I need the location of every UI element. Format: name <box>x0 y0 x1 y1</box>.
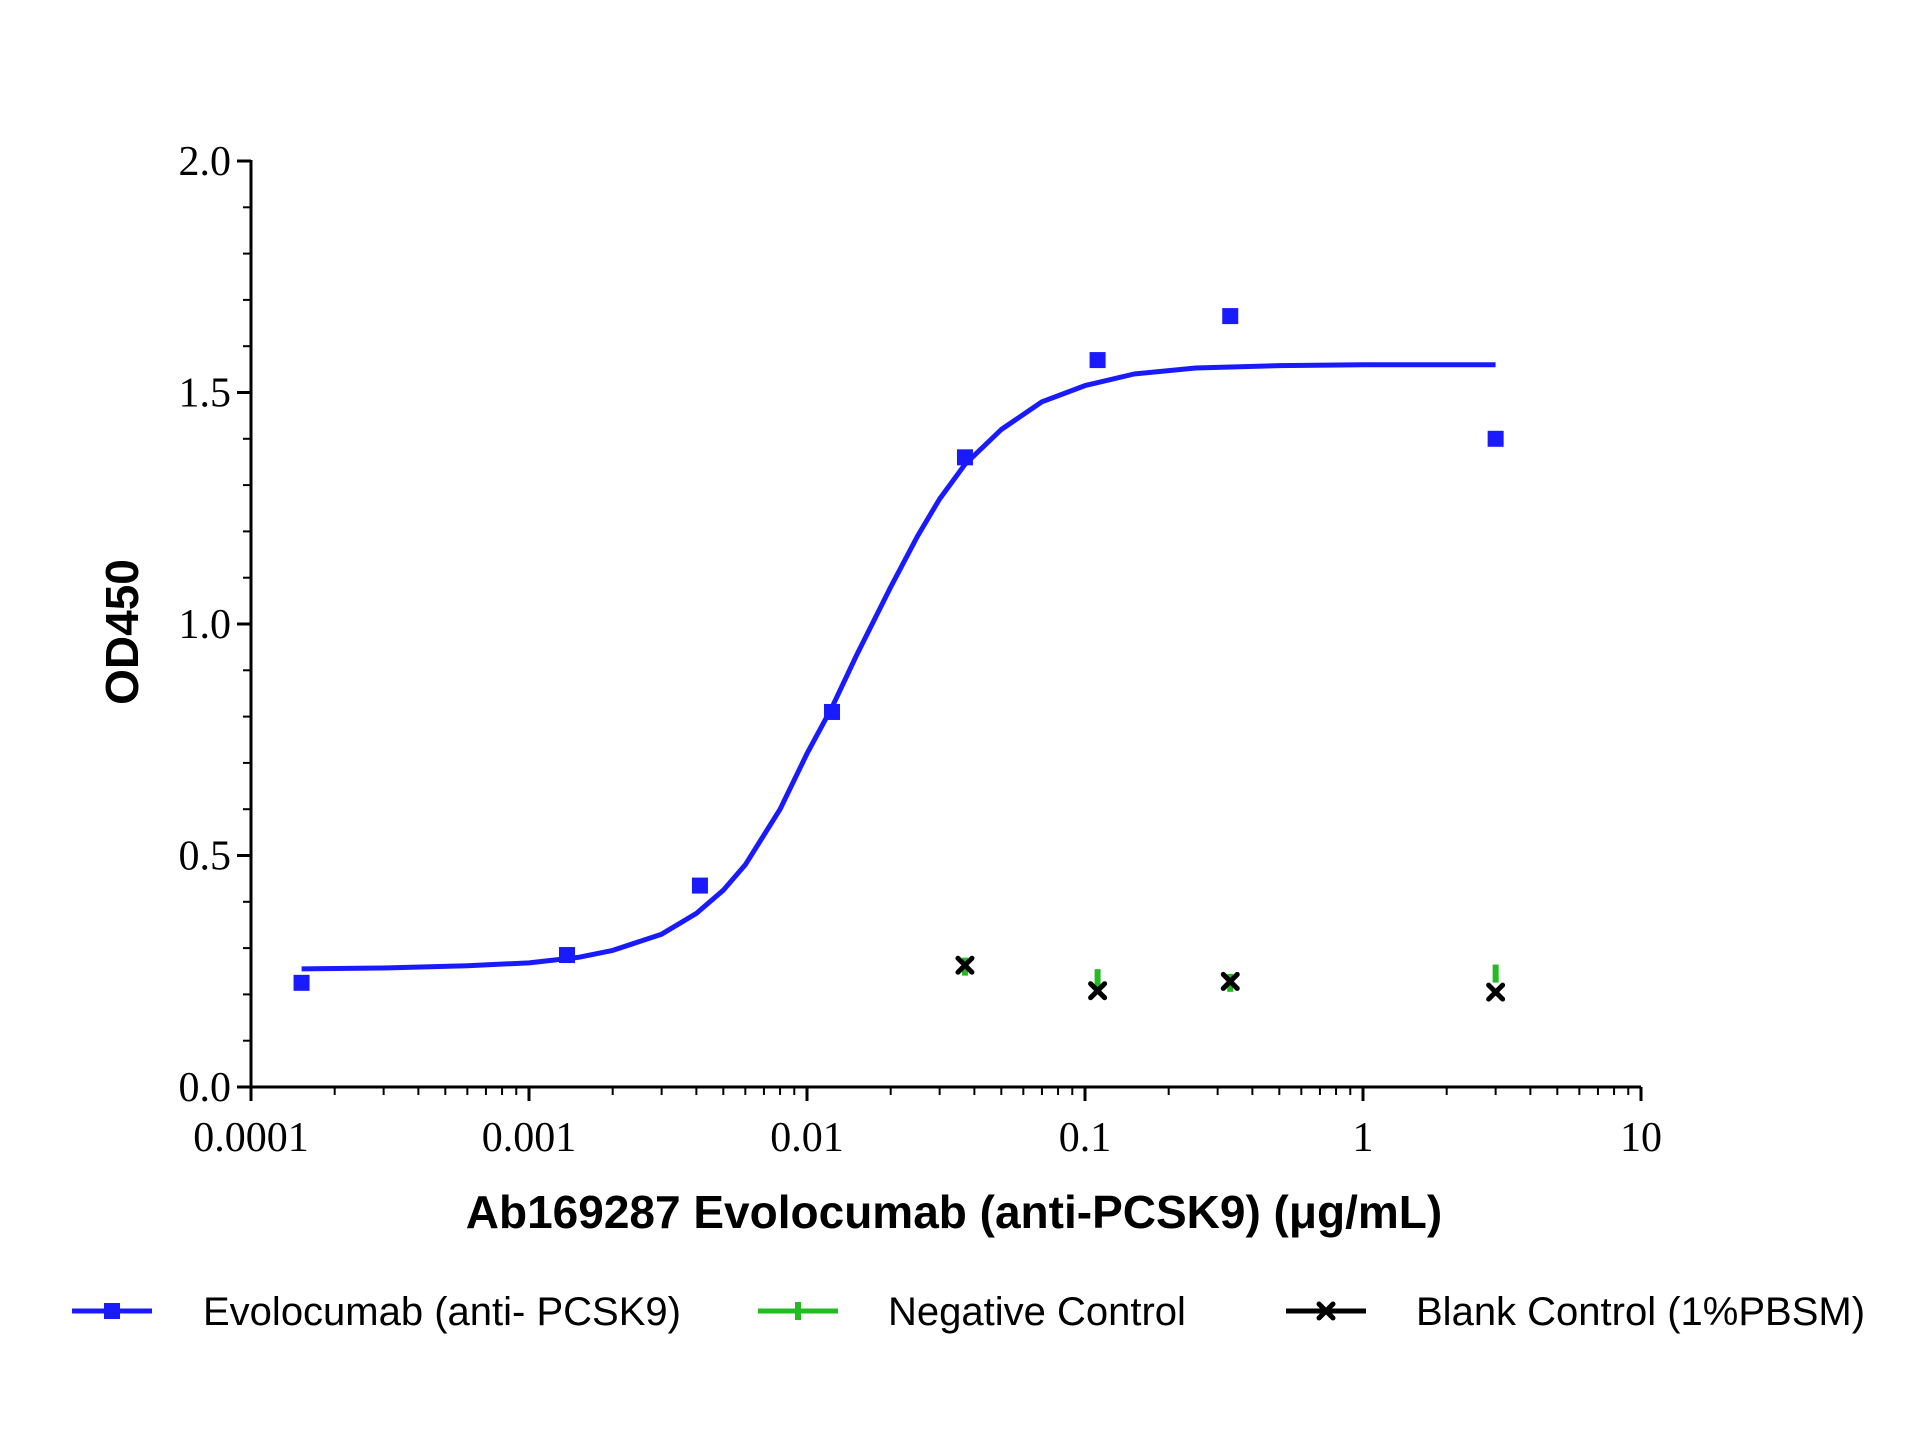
y-axis-title: OD450 <box>96 559 148 705</box>
data-point-tick <box>1094 969 1101 988</box>
data-point-square <box>559 947 576 964</box>
legend-tick-icon <box>795 1302 801 1320</box>
legend-label: Blank Control (1%PBSM) <box>1416 1290 1865 1334</box>
data-point-square <box>1089 352 1106 369</box>
data-point-square <box>1487 430 1504 447</box>
data-points <box>293 308 1506 1002</box>
legend-item-negative-control: Negative Control <box>758 1290 1186 1334</box>
y-tick-label: 1.0 <box>179 602 232 648</box>
data-point-x <box>1220 971 1240 991</box>
y-tick-label: 1.5 <box>179 371 232 417</box>
x-stroke <box>1220 971 1240 991</box>
x-tick-label: 1 <box>1353 1115 1374 1161</box>
legend-marker <box>795 1302 801 1320</box>
x-stroke <box>1316 1301 1336 1321</box>
legend-marker <box>1316 1301 1336 1321</box>
x-axis-title: Ab169287 Evolocumab (anti-PCSK9) (μg/mL) <box>466 1186 1442 1238</box>
axes <box>249 160 1641 1089</box>
data-point-square <box>823 703 840 720</box>
ticks: 0.0 0.5 1.0 1.5 2.0 0.0001 0.001 0.01 0.1 1 10 <box>179 139 1663 1161</box>
evolocumab-fit-curve <box>301 362 1496 972</box>
data-point-square <box>691 877 708 894</box>
legend: Evolocumab (anti- PCSK9) Negative Contro… <box>72 1290 1865 1334</box>
data-point-square <box>293 974 310 991</box>
fit-curves <box>301 362 1496 972</box>
data-point-tick <box>1492 964 1499 983</box>
legend-label: Negative Control <box>888 1290 1186 1334</box>
legend-item-blank-control: Blank Control (1%PBSM) <box>1286 1290 1865 1334</box>
y-tick-label: 0.5 <box>179 834 232 880</box>
data-point-square <box>1222 308 1239 325</box>
legend-x-icon <box>1316 1301 1336 1321</box>
data-point-x <box>955 955 975 975</box>
legend-marker <box>104 1303 120 1319</box>
legend-item-evolocumab: Evolocumab (anti- PCSK9) <box>72 1290 681 1334</box>
y-tick-label: 0.0 <box>179 1065 232 1111</box>
legend-label: Evolocumab (anti- PCSK9) <box>203 1290 681 1334</box>
x-stroke <box>1486 982 1506 1002</box>
x-tick-label: 10 <box>1620 1115 1662 1161</box>
data-point-square <box>956 449 973 466</box>
x-stroke <box>955 955 975 975</box>
y-tick-label: 2.0 <box>179 139 232 185</box>
x-tick-label: 0.0001 <box>193 1115 309 1161</box>
data-point-x <box>1486 982 1506 1002</box>
x-tick-label: 0.001 <box>482 1115 577 1161</box>
legend-square-icon <box>104 1303 120 1319</box>
data-point-x <box>1088 981 1108 1001</box>
x-stroke <box>1088 981 1108 1001</box>
x-tick-label: 0.01 <box>770 1115 844 1161</box>
x-tick-label: 0.1 <box>1059 1115 1112 1161</box>
